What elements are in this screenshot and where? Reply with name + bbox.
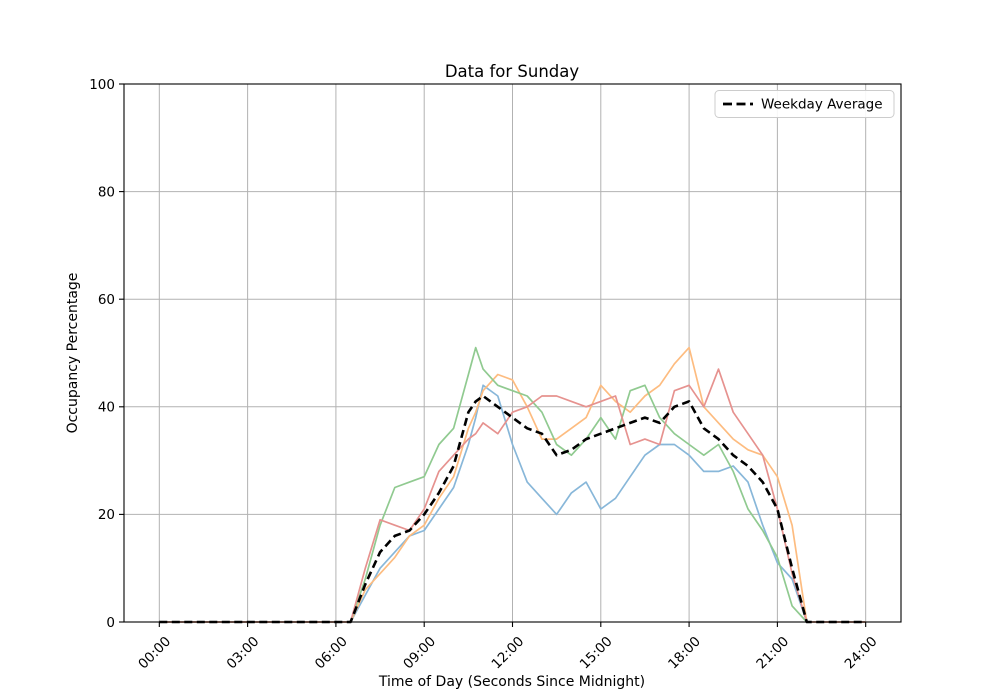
x-tick-label-24:00: 24:00: [842, 634, 881, 673]
y-tick-label-80: 80: [98, 184, 115, 200]
x-tick-label-15:00: 15:00: [577, 634, 616, 673]
y-tick-label-40: 40: [98, 400, 115, 416]
x-tick-label-21:00: 21:00: [753, 634, 792, 673]
x-tick-label-03:00: 03:00: [224, 634, 263, 673]
y-tick-label-60: 60: [98, 292, 115, 308]
grid-layer: [124, 83, 901, 623]
axis-layer: 00:00 03:00 06:00 09:00 12:00 15:00 18:00 21:00…: [89, 77, 902, 673]
legend-box: [714, 90, 895, 118]
x-tick-label-18:00: 18:00: [665, 634, 704, 673]
y-axis-label: Occupancy Percentage: [65, 273, 81, 434]
chart-title: Data for Sunday: [445, 62, 580, 81]
x-tick-label-00:00: 00:00: [135, 634, 174, 673]
y-tick-label-100: 100: [89, 77, 115, 93]
legend: Weekday Average: [714, 90, 895, 118]
x-tick-label-12:00: 12:00: [489, 634, 528, 673]
x-axis-label: Time of Day (Seconds Since Midnight): [378, 674, 645, 690]
y-tick-label-0: 0: [106, 615, 115, 631]
x-tick-label-06:00: 06:00: [312, 634, 351, 673]
x-tick-label-09:00: 09:00: [400, 634, 439, 673]
y-tick-label-20: 20: [98, 507, 115, 523]
legend-label: Weekday Average: [761, 97, 883, 113]
